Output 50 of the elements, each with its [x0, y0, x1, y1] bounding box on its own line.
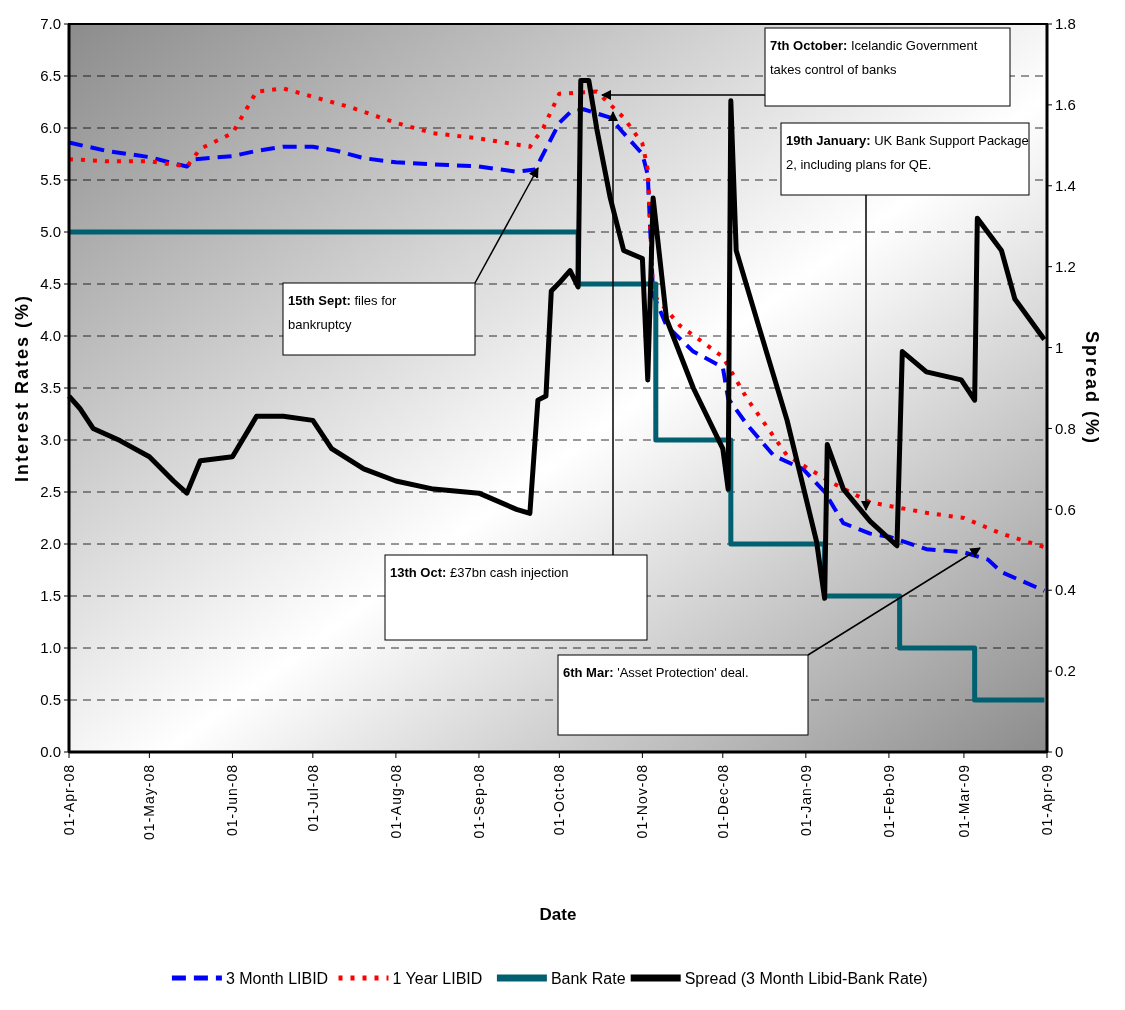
y2-tick-label: 1.4 — [1055, 177, 1076, 195]
x-tick-label: 01-Aug-08 — [387, 764, 404, 839]
y-tick-label: 5.0 — [40, 223, 61, 241]
x-tick-label: 01-Dec-08 — [714, 764, 731, 839]
x-tick-label: 01-Mar-09 — [955, 764, 972, 838]
x-tick-label: 01-Jul-08 — [304, 764, 321, 832]
x-tick-label: 01-Sep-08 — [470, 764, 487, 839]
legend-label: 3 Month LIBID — [225, 969, 329, 987]
y-tick-label: 4.5 — [40, 275, 61, 293]
y-tick-label: 6.5 — [40, 67, 61, 85]
y-tick-label: 2.5 — [40, 483, 61, 501]
y-tick-label: 1.0 — [40, 639, 61, 657]
y-axis-title: Interest Rates (%) — [12, 293, 32, 483]
x-tick-label: 01-Nov-08 — [634, 764, 651, 839]
y2-tick-label: 0.6 — [1055, 500, 1076, 518]
legend-label: 1 Year LIBID — [392, 969, 483, 987]
x-tick-label: 01-May-08 — [141, 764, 158, 840]
legend-label: Spread (3 Month Libid-Bank Rate) — [684, 969, 928, 987]
y-tick-label: 0.5 — [40, 691, 61, 709]
x-tick-label: 01-Jan-09 — [797, 764, 814, 837]
y2-tick-label: 0.8 — [1055, 419, 1076, 437]
y2-tick-label: 0.2 — [1055, 662, 1076, 680]
legend-label: Bank Rate — [550, 969, 626, 987]
y2-axis-title: Spread (%) — [1082, 330, 1102, 446]
x-tick-label: 01-Jun-08 — [224, 764, 241, 837]
x-tick-label: 01-Apr-08 — [60, 764, 77, 836]
y-tick-label: 5.5 — [40, 171, 61, 189]
x-tick-label: 01-Feb-09 — [880, 764, 897, 838]
y2-tick-label: 1.6 — [1055, 96, 1076, 114]
annotation: 6th Mar: 'Asset Protection' deal. — [563, 665, 749, 680]
annotation: 7th October: Icelandic Government takes control of banks — [770, 38, 978, 77]
annotation: 13th Oct: £37bn cash injection — [390, 565, 569, 580]
x-tick-label: 01-Apr-09 — [1038, 764, 1055, 836]
annotation: 19th January: UK Bank Support Package 2, including plans for QE. — [786, 133, 1029, 172]
y2-tick-label: 1.8 — [1055, 15, 1076, 33]
y-tick-label: 0.0 — [40, 743, 61, 761]
x-axis-title: Date — [539, 905, 577, 924]
y-tick-label: 7.0 — [40, 15, 61, 33]
annotation: 15th Sept: files for bankruptcy — [288, 293, 398, 332]
y2-tick-label: 1 — [1055, 338, 1064, 356]
y-tick-label: 4.0 — [40, 327, 61, 345]
y2-tick-label: 1.2 — [1055, 257, 1076, 275]
x-tick-label: 01-Oct-08 — [551, 764, 568, 836]
y2-tick-label: 0.4 — [1055, 581, 1076, 599]
y2-tick-label: 0 — [1055, 743, 1064, 761]
y-tick-label: 3.0 — [40, 431, 61, 449]
y-tick-label: 6.0 — [40, 119, 61, 137]
y-tick-label: 1.5 — [40, 587, 61, 605]
y-tick-label: 2.0 — [40, 535, 61, 553]
y-tick-label: 3.5 — [40, 379, 61, 397]
